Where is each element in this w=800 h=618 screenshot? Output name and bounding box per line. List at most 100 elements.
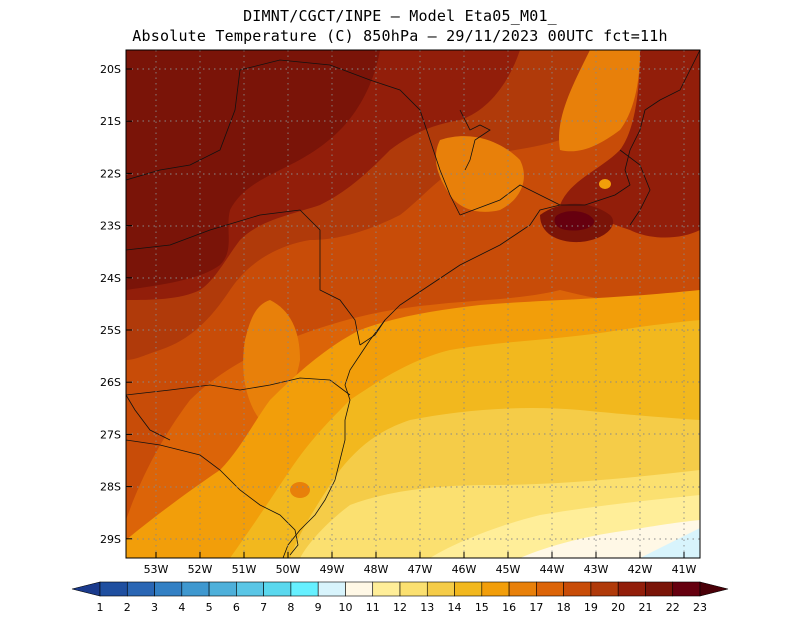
lat-label: 29S bbox=[100, 533, 121, 546]
colorbar-label: 6 bbox=[233, 601, 240, 614]
field-ice bbox=[640, 528, 700, 558]
lat-label: 27S bbox=[100, 428, 121, 441]
lon-label: 41W bbox=[672, 563, 697, 576]
colorbar: 1 2 3 4 5 6 7 8 9 10 11 12 13 14 15 16 17 18 19 20 21 22 23 bbox=[71, 581, 729, 614]
colorbar-swatch bbox=[208, 581, 237, 597]
colorbar-label: 18 bbox=[557, 601, 571, 614]
map-frame bbox=[125, 49, 701, 559]
field-light-orange-sp bbox=[435, 136, 524, 212]
colorbar-label: 5 bbox=[206, 601, 213, 614]
colorbar-swatch bbox=[99, 581, 128, 597]
colorbar-swatch bbox=[154, 581, 183, 597]
colorbar-left-arrow bbox=[71, 581, 101, 597]
coastline bbox=[282, 50, 700, 558]
state-border-rs bbox=[126, 439, 299, 556]
colorbar-label: 11 bbox=[366, 601, 380, 614]
colorbar-swatch bbox=[126, 581, 155, 597]
colorbar-swatch bbox=[399, 581, 428, 597]
colorbar-label: 7 bbox=[260, 601, 267, 614]
colorbar-label: 23 bbox=[693, 601, 707, 614]
colorbar-swatch bbox=[263, 581, 292, 597]
colorbar-label: 20 bbox=[611, 601, 625, 614]
colorbar-label: 10 bbox=[338, 601, 352, 614]
lon-label: 53W bbox=[144, 563, 169, 576]
colorbar-right-arrow bbox=[699, 581, 729, 597]
colorbar-swatch bbox=[317, 581, 346, 597]
colorbar-swatch bbox=[181, 581, 210, 597]
colorbar-label: 14 bbox=[448, 601, 462, 614]
state-border-rj bbox=[459, 184, 561, 216]
colorbar-label: 17 bbox=[529, 601, 543, 614]
colorbar-swatch bbox=[372, 581, 401, 597]
lat-label: 21S bbox=[100, 115, 121, 128]
lat-label: 25S bbox=[100, 324, 121, 337]
colorbar-label: 1 bbox=[97, 601, 104, 614]
inland-water bbox=[459, 109, 491, 171]
state-border-pr bbox=[126, 209, 361, 346]
colorbar-label: 4 bbox=[178, 601, 185, 614]
borders bbox=[126, 50, 700, 558]
colorbar-swatch bbox=[508, 581, 537, 597]
lon-label: 43W bbox=[584, 563, 609, 576]
lon-label: 52W bbox=[188, 563, 213, 576]
field-hot-west bbox=[126, 50, 380, 290]
colorbar-swatch bbox=[426, 581, 455, 597]
gridlines bbox=[126, 50, 700, 558]
title-line-2: Absolute Temperature (C) 850hPa – 29/11/… bbox=[132, 27, 668, 45]
colorbar-swatch bbox=[454, 581, 483, 597]
field-hot-ne bbox=[560, 50, 700, 238]
lon-label: 46W bbox=[452, 563, 477, 576]
colorbar-label: 9 bbox=[315, 601, 322, 614]
lat-label: 22S bbox=[100, 167, 121, 180]
colorbar-label: 21 bbox=[638, 601, 652, 614]
lon-label: 42W bbox=[628, 563, 653, 576]
colorbar-swatch bbox=[345, 581, 374, 597]
state-border-mg-sp bbox=[239, 59, 461, 216]
lat-label: 28S bbox=[100, 481, 121, 494]
lat-label: 26S bbox=[100, 376, 121, 389]
colorbar-swatch bbox=[236, 581, 264, 597]
field-blob-1 bbox=[290, 482, 310, 498]
field-hot-east-dot bbox=[554, 211, 595, 231]
colorbar-label: 16 bbox=[502, 601, 516, 614]
state-border-sc bbox=[126, 377, 351, 396]
lon-label: 51W bbox=[232, 563, 257, 576]
longitude-axis: 53W 52W 51W 50W 49W 48W 47W 46W 45W 44W 43W 42W 41W bbox=[144, 552, 697, 576]
lat-label: 20S bbox=[100, 63, 121, 76]
colorbar-swatch bbox=[290, 581, 319, 597]
state-border-es bbox=[619, 149, 651, 226]
colorbar-label: 19 bbox=[584, 601, 598, 614]
lon-label: 50W bbox=[276, 563, 301, 576]
lon-label: 47W bbox=[408, 563, 433, 576]
colorbar-swatch bbox=[563, 581, 592, 597]
lon-label: 49W bbox=[320, 563, 345, 576]
colorbar-label: 22 bbox=[666, 601, 680, 614]
lon-label: 44W bbox=[540, 563, 565, 576]
colorbar-label: 13 bbox=[420, 601, 434, 614]
colorbar-swatch bbox=[672, 581, 701, 597]
temperature-field bbox=[126, 50, 700, 558]
lon-label: 48W bbox=[364, 563, 389, 576]
field-light-orange-ne bbox=[559, 50, 640, 152]
field-blob-2 bbox=[599, 179, 611, 189]
lat-label: 24S bbox=[100, 272, 121, 285]
colorbar-label: 2 bbox=[124, 601, 131, 614]
colorbar-label: 15 bbox=[475, 601, 489, 614]
colorbar-label: 8 bbox=[287, 601, 294, 614]
colorbar-label: 12 bbox=[393, 601, 407, 614]
field-blob-3 bbox=[450, 69, 466, 81]
lat-label: 23S bbox=[100, 220, 121, 233]
lon-label: 45W bbox=[496, 563, 521, 576]
country-border-argentina bbox=[126, 394, 171, 441]
bay-paranagua bbox=[359, 319, 386, 346]
colorbar-swatch bbox=[536, 581, 564, 597]
colorbar-swatch bbox=[617, 581, 646, 597]
colorbar-swatch bbox=[590, 581, 619, 597]
colorbar-swatch bbox=[645, 581, 674, 597]
latitude-axis: 20S 21S 22S 23S 24S 25S 26S 27S 28S 29S bbox=[100, 63, 132, 546]
colorbar-label: 3 bbox=[151, 601, 158, 614]
title-line-1: DIMNT/CGCT/INPE – Model Eta05_M01_ bbox=[243, 7, 557, 25]
colorbar-swatch bbox=[481, 581, 510, 597]
state-border-ms bbox=[126, 69, 241, 181]
